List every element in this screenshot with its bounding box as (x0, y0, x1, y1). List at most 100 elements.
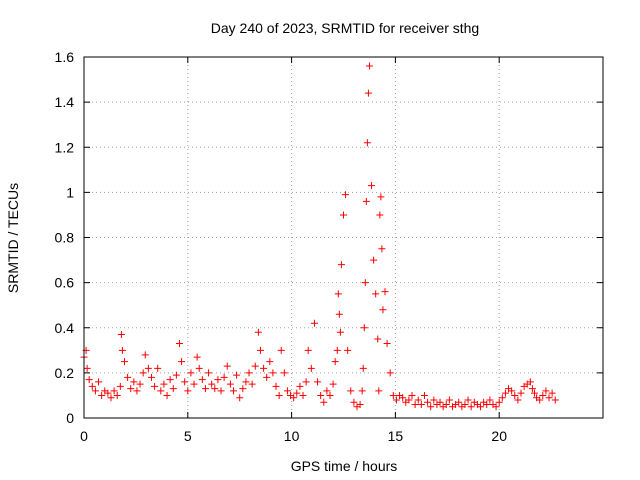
data-point (226, 380, 234, 388)
data-point (217, 387, 225, 395)
data-point (420, 391, 428, 399)
y-tick-label: 0.4 (55, 320, 75, 336)
data-point (442, 400, 450, 408)
x-tick-label: 5 (184, 428, 192, 444)
data-point (91, 387, 99, 395)
data-point (208, 380, 216, 388)
data-point (430, 396, 438, 404)
data-point (251, 362, 259, 370)
data-point (127, 385, 135, 393)
data-point (136, 380, 144, 388)
x-tick-label: 10 (284, 428, 300, 444)
data-point (193, 353, 201, 361)
data-point (331, 358, 339, 366)
x-tick-label: 15 (388, 428, 404, 444)
data-point (139, 369, 147, 377)
data-point (201, 385, 209, 393)
data-point (376, 211, 384, 219)
data-point (483, 400, 491, 408)
data-point (124, 373, 132, 381)
data-point (427, 403, 435, 411)
data-point (163, 391, 171, 399)
data-point (169, 385, 177, 393)
data-point (379, 306, 387, 314)
data-point (356, 400, 364, 408)
data-point (133, 387, 141, 395)
data-point (83, 364, 91, 372)
y-tick-label: 0 (66, 410, 74, 426)
data-point (154, 364, 162, 372)
data-point (477, 403, 485, 411)
data-point (107, 394, 115, 402)
y-tick-label: 0.2 (55, 365, 75, 381)
data-point (88, 382, 96, 390)
data-point (175, 340, 183, 348)
data-point (104, 389, 112, 397)
data-point (314, 378, 322, 386)
data-point (335, 310, 343, 318)
x-axis-label: GPS time / hours (291, 458, 398, 474)
data-point (530, 389, 538, 397)
data-point (236, 394, 244, 402)
data-point (157, 387, 165, 395)
data-point (344, 346, 352, 354)
data-point (359, 364, 367, 372)
data-point (329, 380, 337, 388)
data-point (260, 364, 268, 372)
x-tick-label: 20 (491, 428, 507, 444)
data-point (187, 369, 195, 377)
data-point (368, 182, 376, 190)
data-point (364, 89, 372, 97)
data-point (424, 398, 432, 406)
data-point (399, 394, 407, 402)
data-point (389, 391, 397, 399)
data-point (166, 376, 174, 384)
data-point (293, 389, 301, 397)
data-point (248, 380, 256, 388)
data-point (514, 396, 522, 404)
x-tick-label: 0 (80, 428, 88, 444)
y-tick-label: 0.8 (55, 230, 75, 246)
data-point (85, 376, 93, 384)
y-tick-label: 1.4 (55, 94, 75, 110)
data-point (323, 387, 331, 395)
data-point (317, 391, 325, 399)
data-point (280, 369, 288, 377)
data-point (528, 385, 536, 393)
data-point (211, 385, 219, 393)
y-tick-label: 1.2 (55, 139, 75, 155)
data-point (172, 371, 180, 379)
data-point (113, 391, 121, 399)
data-point (98, 391, 106, 399)
data-point (147, 373, 155, 381)
data-point (508, 387, 516, 395)
data-point (336, 328, 344, 336)
data-point (511, 391, 519, 399)
data-point (383, 340, 391, 348)
data-point (542, 387, 550, 395)
data-point (377, 193, 385, 201)
data-point (501, 389, 509, 397)
chart-title: Day 240 of 2023, SRMTID for receiver sth… (211, 20, 479, 36)
data-point (486, 396, 494, 404)
grid-lines (84, 57, 603, 418)
data-point (242, 378, 250, 386)
data-point (190, 380, 198, 388)
data-point (392, 396, 400, 404)
y-tick-label: 1.6 (55, 49, 75, 65)
data-point (436, 398, 444, 406)
data-point (144, 364, 152, 372)
data-point (498, 394, 506, 402)
data-point (304, 346, 312, 354)
data-point (184, 387, 192, 395)
data-point (277, 346, 285, 354)
data-point (350, 398, 358, 406)
data-point (256, 346, 264, 354)
data-point (130, 378, 138, 386)
data-point (290, 394, 298, 402)
data-point (95, 378, 103, 386)
y-axis-label: SRMTID / TECUs (5, 183, 21, 293)
data-point (272, 382, 280, 390)
data-point (269, 369, 277, 377)
